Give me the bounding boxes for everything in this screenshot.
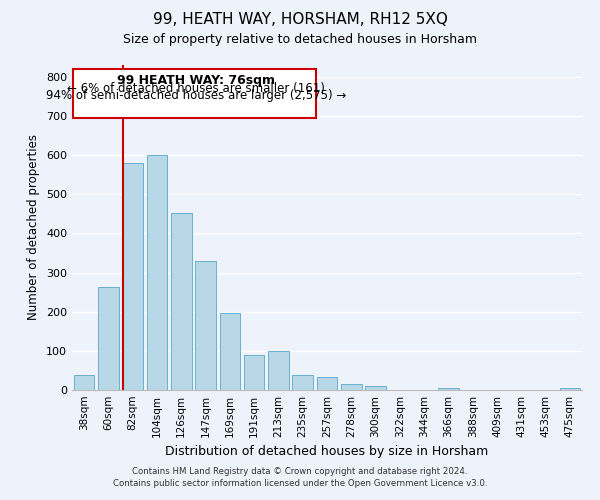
Bar bbox=[317, 377, 337, 390]
Bar bbox=[341, 384, 362, 390]
Bar bbox=[365, 386, 386, 390]
Bar bbox=[244, 355, 265, 390]
Bar bbox=[438, 388, 459, 390]
Text: ← 6% of detached houses are smaller (161): ← 6% of detached houses are smaller (161… bbox=[67, 82, 325, 95]
Bar bbox=[220, 313, 240, 390]
Bar bbox=[560, 388, 580, 390]
Text: Contains public sector information licensed under the Open Government Licence v3: Contains public sector information licen… bbox=[113, 478, 487, 488]
Text: 99, HEATH WAY, HORSHAM, RH12 5XQ: 99, HEATH WAY, HORSHAM, RH12 5XQ bbox=[152, 12, 448, 28]
Bar bbox=[122, 163, 143, 390]
Bar bbox=[74, 375, 94, 390]
Bar bbox=[146, 155, 167, 390]
Bar bbox=[171, 212, 191, 390]
Bar bbox=[195, 261, 216, 390]
Text: Contains HM Land Registry data © Crown copyright and database right 2024.: Contains HM Land Registry data © Crown c… bbox=[132, 467, 468, 476]
Bar bbox=[292, 375, 313, 390]
Text: 94% of semi-detached houses are larger (2,575) →: 94% of semi-detached houses are larger (… bbox=[46, 90, 346, 102]
Text: 99 HEATH WAY: 76sqm: 99 HEATH WAY: 76sqm bbox=[117, 74, 275, 87]
Bar bbox=[98, 287, 119, 390]
X-axis label: Distribution of detached houses by size in Horsham: Distribution of detached houses by size … bbox=[166, 446, 488, 458]
Text: Size of property relative to detached houses in Horsham: Size of property relative to detached ho… bbox=[123, 32, 477, 46]
FancyBboxPatch shape bbox=[73, 69, 316, 118]
Y-axis label: Number of detached properties: Number of detached properties bbox=[28, 134, 40, 320]
Bar bbox=[268, 351, 289, 390]
